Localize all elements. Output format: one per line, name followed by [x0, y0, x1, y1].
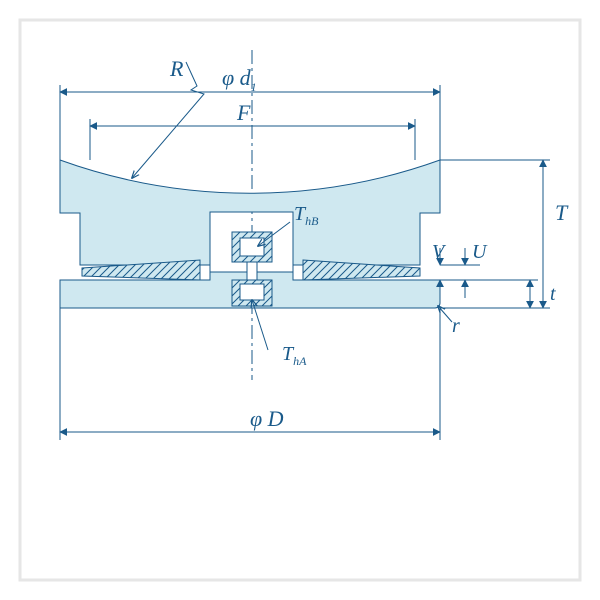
- cage-upper: [232, 232, 272, 262]
- label-F: F: [236, 100, 251, 125]
- cage-lower: [232, 280, 272, 306]
- label-phi-D: φ D: [250, 406, 284, 431]
- label-phi-d1: φ d1: [222, 65, 257, 94]
- label-t: t: [550, 283, 556, 305]
- cage-stem: [247, 262, 257, 280]
- label-U: U: [472, 241, 488, 263]
- label-r: r: [452, 315, 460, 337]
- leader-R: [132, 62, 204, 178]
- label-V: V: [432, 241, 447, 263]
- label-R: R: [169, 56, 184, 81]
- label-ThA: ThA: [282, 343, 307, 368]
- label-T: T: [555, 200, 569, 225]
